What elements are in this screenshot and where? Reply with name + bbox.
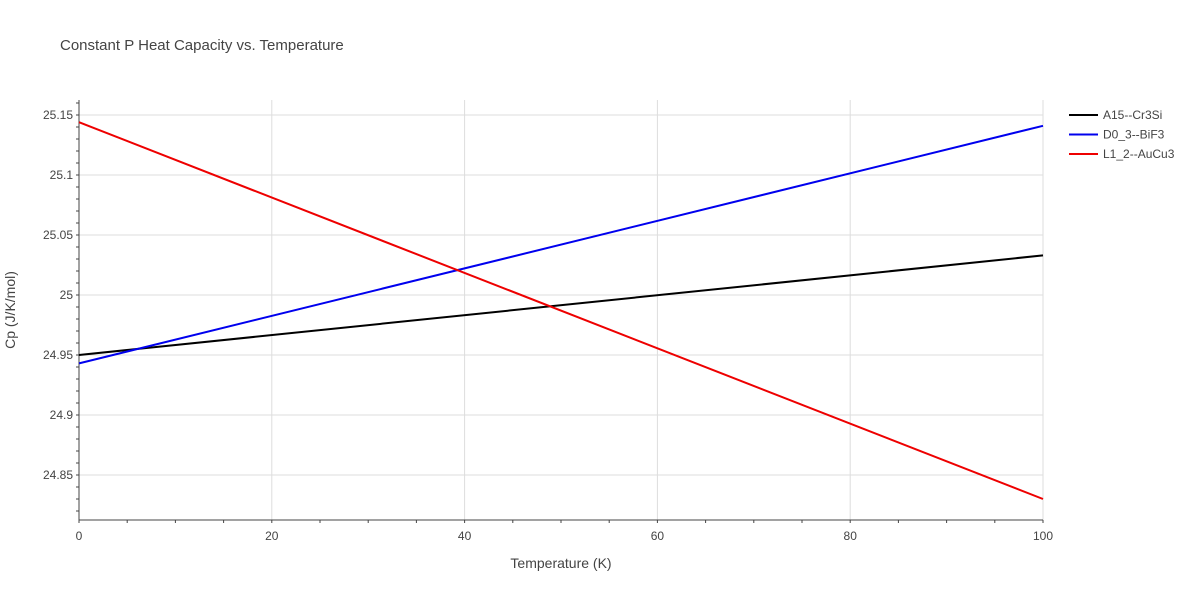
x-tick-label: 100 xyxy=(1033,529,1053,543)
grid xyxy=(79,100,1044,520)
series-line-2 xyxy=(78,121,1044,500)
y-tick-label: 25.1 xyxy=(50,168,74,182)
axes: 0 20 40 60 80 100 24.85 24.9 24.95 25 25.05 25.1 25.… xyxy=(43,100,1053,543)
legend-label: A15--Cr3Si xyxy=(1103,108,1162,122)
x-tick-label: 20 xyxy=(265,529,279,543)
legend[interactable]: A15--Cr3Si D0_3--BiF3 L1_2--AuCu3 xyxy=(1069,108,1175,161)
legend-item-1[interactable]: D0_3--BiF3 xyxy=(1069,128,1165,142)
y-tick-label: 25.15 xyxy=(43,108,73,122)
series-line-0 xyxy=(78,254,1044,356)
legend-label: D0_3--BiF3 xyxy=(1103,128,1165,142)
y-tick-label: 24.9 xyxy=(50,408,74,422)
x-axis-title: Temperature (K) xyxy=(510,555,611,571)
series-line-1 xyxy=(78,124,1044,365)
y-tick-label: 25.05 xyxy=(43,228,73,242)
x-tick-label: 40 xyxy=(458,529,472,543)
x-tick-label: 80 xyxy=(844,529,858,543)
x-tick-label: 60 xyxy=(651,529,665,543)
series-lines xyxy=(78,121,1044,500)
legend-label: L1_2--AuCu3 xyxy=(1103,147,1175,161)
y-tick-label: 24.95 xyxy=(43,348,73,362)
legend-item-2[interactable]: L1_2--AuCu3 xyxy=(1069,147,1175,161)
chart-title: Constant P Heat Capacity vs. Temperature xyxy=(60,37,344,54)
y-axis-title: Cp (J/K/mol) xyxy=(2,271,18,349)
x-tick-label: 0 xyxy=(76,529,83,543)
legend-item-0[interactable]: A15--Cr3Si xyxy=(1069,108,1162,122)
y-tick-label: 24.85 xyxy=(43,468,73,482)
y-tick-label: 25 xyxy=(60,288,74,302)
